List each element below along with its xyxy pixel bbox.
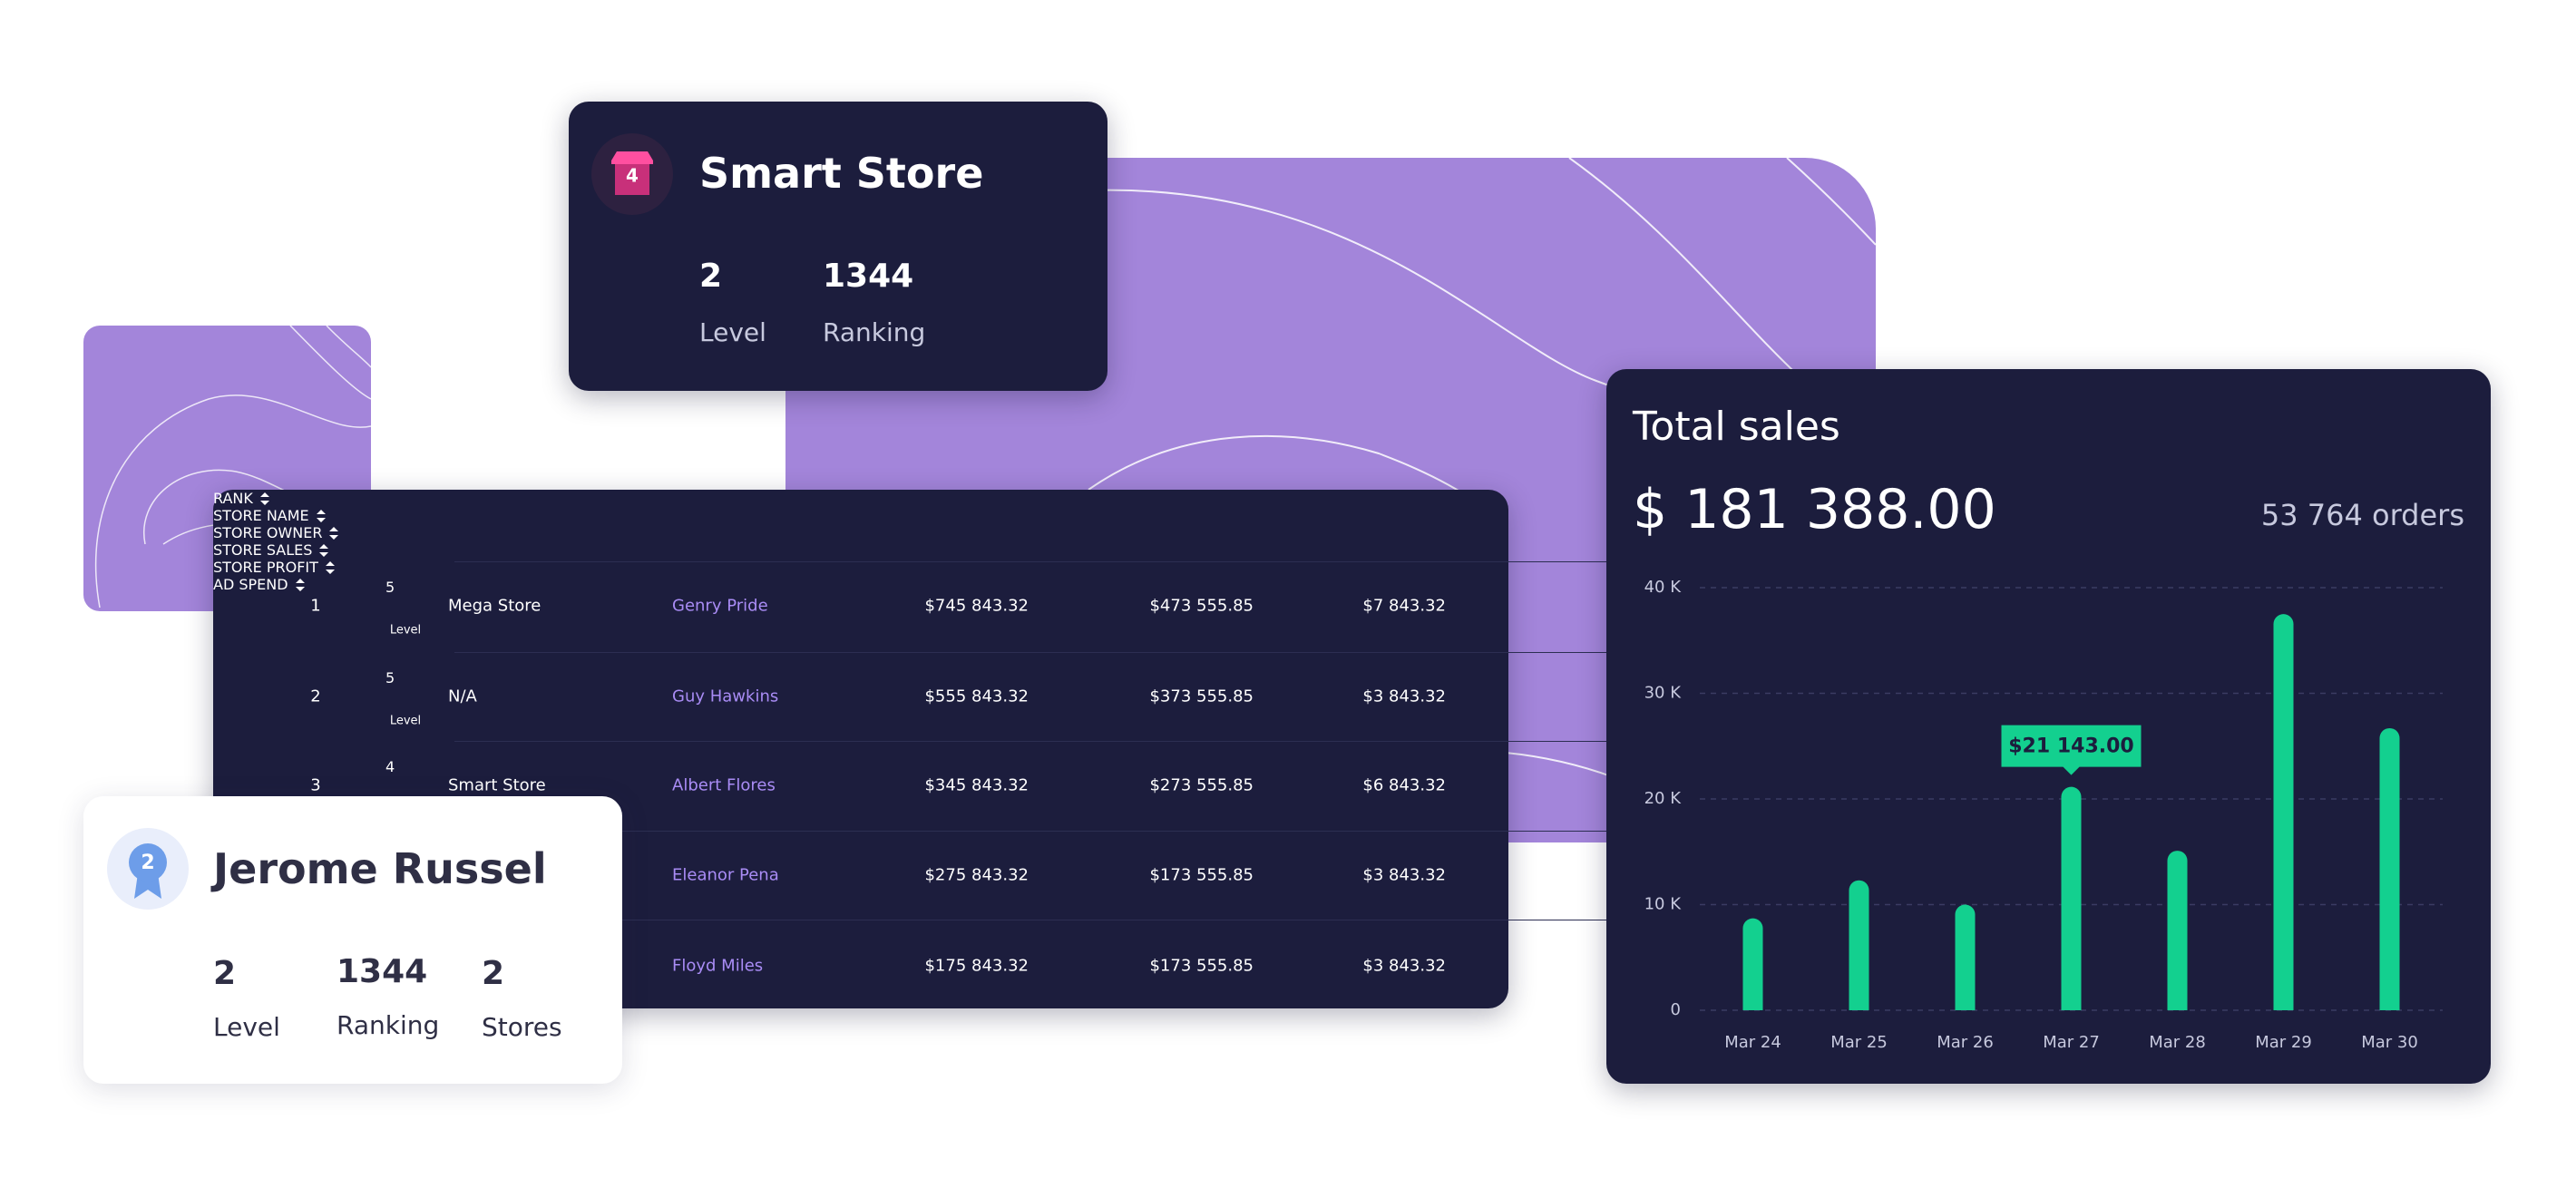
table-cell-profit: $173 555.85 xyxy=(1149,956,1254,976)
stat-value: 2 xyxy=(482,955,505,992)
level-icon: 5 xyxy=(385,669,395,687)
stat-value: 1344 xyxy=(337,953,428,990)
table-cell-rank: 2 xyxy=(310,687,321,706)
row-separator xyxy=(454,741,1692,742)
table-cell-owner: Floyd Miles xyxy=(672,956,764,976)
table-cell-store: Smart Store xyxy=(448,775,546,795)
table-cell-ad_spend: $3 843.32 xyxy=(1362,865,1446,885)
stat-label: Stores xyxy=(482,1012,562,1042)
chart-title: Total sales xyxy=(1633,404,1840,450)
store-icon-level: 4 xyxy=(626,165,639,187)
table-cell-owner: Eleanor Pena xyxy=(672,865,779,885)
table-cell-owner: Guy Hawkins xyxy=(672,687,779,706)
table-cell-store: Mega Store xyxy=(448,596,542,616)
row-separator xyxy=(454,831,1692,832)
table-cell-ad_spend: $3 843.32 xyxy=(1362,687,1446,706)
orders-count: 53 764 orders xyxy=(2260,498,2464,532)
stat-label: Level xyxy=(213,1012,280,1042)
table-cell-sales: $275 843.32 xyxy=(924,865,1029,885)
table-cell-profit: $473 555.85 xyxy=(1149,596,1254,616)
table-cell-sales: $175 843.32 xyxy=(924,956,1029,976)
table-cell-profit: $173 555.85 xyxy=(1149,865,1254,885)
sales-total: $ 181 388.00 xyxy=(1633,478,1996,541)
level-number: 5 xyxy=(385,669,395,687)
level-number: 4 xyxy=(385,758,395,775)
table-cell-owner: Albert Flores xyxy=(672,775,776,795)
table-cell-sales: $555 843.32 xyxy=(924,687,1029,706)
column-header: STORE SALES xyxy=(213,541,1508,559)
badge-number: 2 xyxy=(141,852,154,874)
stat-value: 1344 xyxy=(823,258,914,295)
stat-label: Level xyxy=(699,317,766,347)
table-cell-rank: 1 xyxy=(310,596,321,616)
column-header: STORE PROFIT xyxy=(213,559,1508,576)
level-icon: 4 xyxy=(385,758,395,775)
stat-label: Ranking xyxy=(337,1010,440,1040)
table-cell-profit: $373 555.85 xyxy=(1149,687,1254,706)
level-icon: 5 xyxy=(385,579,395,596)
row-separator xyxy=(454,561,1692,562)
column-header: RANK xyxy=(213,490,1508,507)
store-icon: 4 xyxy=(591,133,673,215)
store-title: Smart Store xyxy=(699,149,984,198)
table-cell-rank: 3 xyxy=(310,775,321,795)
badge-icon: 2 xyxy=(107,828,189,910)
level-label: Level xyxy=(389,714,422,728)
table-cell-store: N/A xyxy=(448,687,477,706)
column-header: AD SPEND xyxy=(213,576,1508,593)
table-cell-ad_spend: $7 843.32 xyxy=(1362,596,1446,616)
level-number: 5 xyxy=(385,579,395,596)
row-separator xyxy=(454,652,1692,653)
table-cell-ad_spend: $3 843.32 xyxy=(1362,956,1446,976)
stat-value: 2 xyxy=(213,955,237,992)
table-cell-ad_spend: $6 843.32 xyxy=(1362,775,1446,795)
stat-label: Ranking xyxy=(823,317,926,347)
profile-name: Jerome Russel xyxy=(213,844,547,893)
profile-card: 2 Jerome Russel 2 Level 1344 Ranking 2 S… xyxy=(83,796,622,1084)
sales-card: Total sales $ 181 388.00 53 764 orders xyxy=(1606,369,2491,1084)
table-cell-sales: $745 843.32 xyxy=(924,596,1029,616)
table-cell-owner: Genry Pride xyxy=(672,596,768,616)
table-cell-sales: $345 843.32 xyxy=(924,775,1029,795)
table-cell-profit: $273 555.85 xyxy=(1149,775,1254,795)
column-header: STORE NAME xyxy=(213,507,1508,524)
store-card: 4 Smart Store 2 Level 1344 Ranking xyxy=(569,102,1107,391)
column-header: STORE OWNER xyxy=(213,524,1508,541)
level-label: Level xyxy=(389,623,422,638)
stat-value: 2 xyxy=(699,258,723,295)
